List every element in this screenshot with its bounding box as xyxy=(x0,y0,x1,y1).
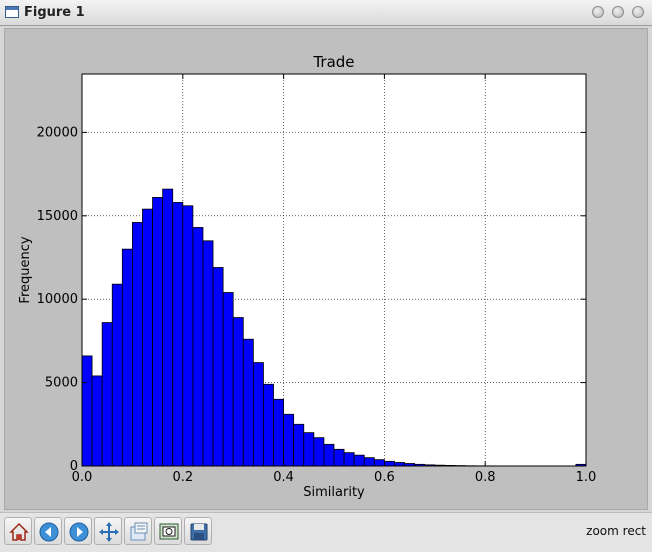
histogram-bar xyxy=(142,208,153,467)
histogram-bar xyxy=(273,398,284,467)
save-icon xyxy=(190,523,208,541)
bars xyxy=(81,188,587,467)
histogram-bar xyxy=(313,437,325,467)
histogram-bar xyxy=(323,443,335,467)
plot-frame xyxy=(81,73,587,467)
histogram-bar xyxy=(293,423,305,467)
histogram-bar xyxy=(162,188,174,467)
histogram-bar xyxy=(101,322,113,467)
histogram-bar xyxy=(81,355,93,467)
histogram-bar xyxy=(263,383,274,467)
minimize-button[interactable] xyxy=(592,6,604,18)
y-tick-label: 20000 xyxy=(37,125,78,140)
maximize-button[interactable] xyxy=(612,6,624,18)
histogram-bar xyxy=(333,448,345,467)
histogram-bar xyxy=(242,338,254,467)
forward-button[interactable] xyxy=(64,517,92,545)
histogram-bar xyxy=(192,227,204,467)
configure-subplots-button[interactable] xyxy=(124,517,152,545)
histogram-bar xyxy=(383,460,395,467)
histogram-bar xyxy=(283,413,295,467)
ticks: 0.0 0.2 0.4 0.6 0.8 1.0 0 5000 10000 15000 20000 xyxy=(37,74,597,485)
x-tick-label: 0.6 xyxy=(374,470,395,485)
zoom-button[interactable] xyxy=(154,517,182,545)
histogram-bar xyxy=(343,452,355,467)
histogram-bar xyxy=(131,222,143,467)
histogram-bar xyxy=(152,197,164,467)
subplots-icon xyxy=(130,522,148,541)
window-icon xyxy=(5,6,19,18)
histogram-bar xyxy=(232,317,244,467)
y-axis-label: Frequency xyxy=(18,236,33,303)
y-tick-label: 10000 xyxy=(37,292,78,307)
arrow-left-icon xyxy=(39,522,59,542)
x-tick-label: 0.8 xyxy=(475,470,496,485)
histogram-bar xyxy=(91,375,103,467)
x-axis-label: Similarity xyxy=(303,485,365,500)
x-tick-label: 0.0 xyxy=(72,470,93,485)
y-tick-label: 15000 xyxy=(37,209,78,224)
zoom-rect-icon xyxy=(159,523,179,540)
histogram-bar xyxy=(212,267,224,467)
histogram-bar xyxy=(111,283,123,467)
chart-title: Trade xyxy=(312,53,354,71)
histogram-bar xyxy=(182,205,194,467)
home-button[interactable] xyxy=(4,517,32,545)
chart: 0.0 0.2 0.4 0.6 0.8 1.0 0 5000 10000 15000 20000 T… xyxy=(18,53,597,500)
pan-icon xyxy=(99,522,119,542)
histogram-bar xyxy=(222,292,234,467)
home-icon xyxy=(9,522,29,541)
back-button[interactable] xyxy=(34,517,62,545)
histogram-bar xyxy=(121,248,133,467)
x-tick-label: 0.4 xyxy=(273,470,294,485)
histogram-bar xyxy=(202,240,214,467)
window-titlebar[interactable]: Figure 1 xyxy=(0,0,652,26)
arrow-right-icon xyxy=(69,522,89,542)
histogram-bar xyxy=(353,454,365,467)
status-text: zoom rect xyxy=(586,524,646,538)
y-tick-label: 5000 xyxy=(45,376,78,391)
x-tick-label: 0.2 xyxy=(172,470,193,485)
save-button[interactable] xyxy=(184,517,212,545)
histogram-bar xyxy=(363,457,375,467)
window-title: Figure 1 xyxy=(24,5,85,20)
x-tick-label: 1.0 xyxy=(576,470,597,485)
histogram-bar xyxy=(172,202,184,467)
close-button[interactable] xyxy=(632,6,644,18)
navigation-toolbar: zoom rect xyxy=(0,512,652,552)
histogram-bar xyxy=(394,462,405,467)
histogram-bar xyxy=(373,459,385,467)
pan-button[interactable] xyxy=(94,517,122,545)
histogram-bar xyxy=(303,432,315,467)
histogram-bar xyxy=(252,362,264,467)
y-tick-label: 0 xyxy=(70,459,78,474)
